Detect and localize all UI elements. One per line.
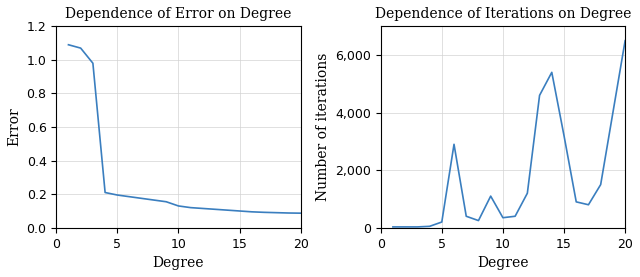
X-axis label: Degree: Degree: [153, 256, 204, 270]
X-axis label: Degree: Degree: [477, 256, 529, 270]
Title: Dependence of Iterations on Degree: Dependence of Iterations on Degree: [374, 7, 631, 21]
Y-axis label: Error: Error: [7, 108, 21, 147]
Y-axis label: Number of iterations: Number of iterations: [316, 53, 330, 201]
Title: Dependence of Error on Degree: Dependence of Error on Degree: [65, 7, 292, 21]
